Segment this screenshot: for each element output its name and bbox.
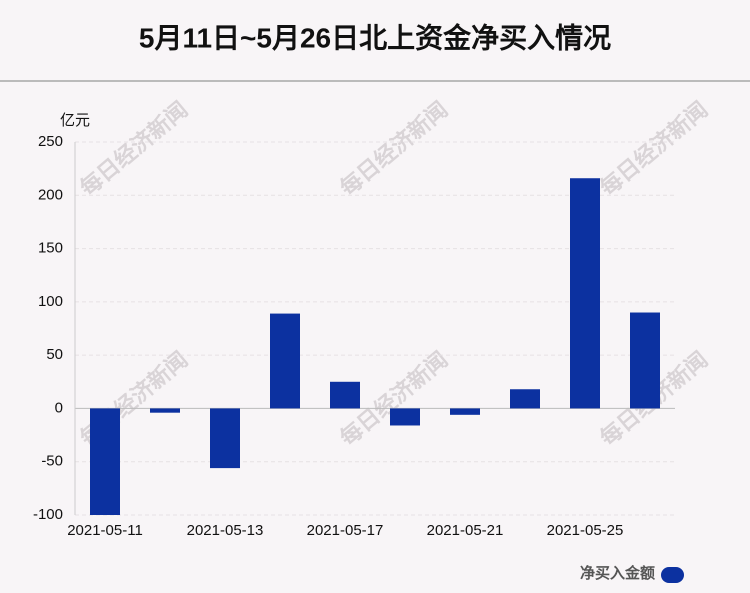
x-tick-label: 2021-05-17 bbox=[307, 522, 384, 539]
legend-swatch bbox=[661, 567, 684, 583]
y-tick-label: -100 bbox=[33, 506, 63, 523]
y-tick-label: 100 bbox=[38, 293, 63, 310]
y-tick-label: 200 bbox=[38, 186, 63, 203]
y-tick-label: -50 bbox=[41, 453, 63, 470]
bar bbox=[90, 408, 120, 515]
bar bbox=[270, 313, 300, 409]
bar bbox=[390, 408, 420, 426]
bar bbox=[210, 408, 240, 469]
y-tick-label: 250 bbox=[38, 133, 63, 150]
x-tick-label: 2021-05-21 bbox=[427, 522, 504, 539]
x-tick-label: 2021-05-13 bbox=[187, 522, 264, 539]
y-tick-label: 50 bbox=[46, 346, 63, 363]
y-tick-label: 0 bbox=[55, 399, 63, 416]
bar bbox=[330, 381, 360, 409]
bar bbox=[450, 408, 480, 415]
y-tick-label: 150 bbox=[38, 240, 63, 257]
bar bbox=[510, 389, 540, 409]
x-tick-label: 2021-05-11 bbox=[67, 522, 143, 539]
legend-label: 净买入金额 bbox=[580, 564, 655, 582]
bar bbox=[150, 408, 180, 413]
bar bbox=[570, 178, 600, 409]
y-unit: 亿元 bbox=[60, 112, 90, 129]
chart-title: 5月11日~5月26日北上资金净买入情况 bbox=[139, 21, 611, 53]
bar bbox=[630, 312, 660, 409]
x-tick-label: 2021-05-25 bbox=[547, 522, 624, 539]
